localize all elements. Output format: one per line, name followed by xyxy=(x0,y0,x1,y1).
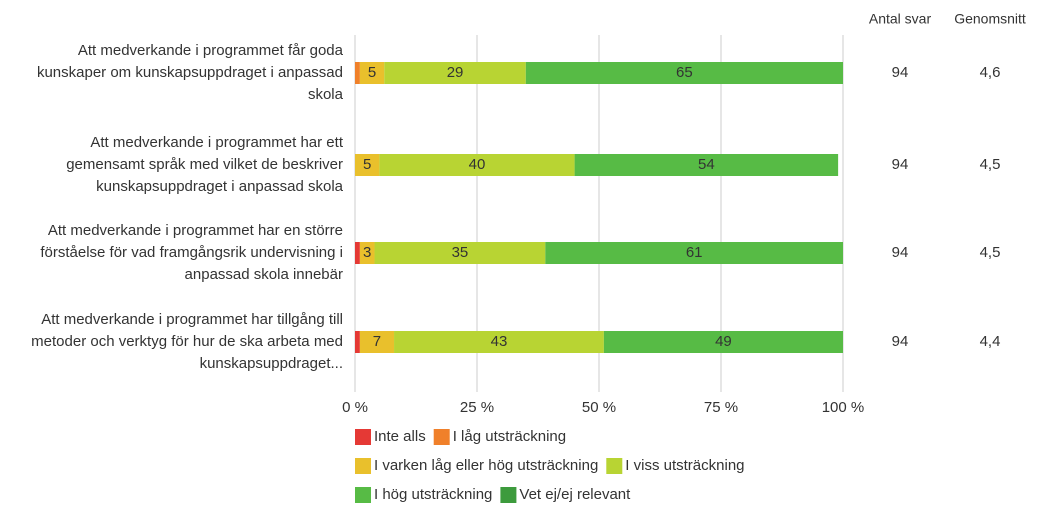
category-label: Att medverkande i programmet har ett geme… xyxy=(66,134,344,195)
value-label: 7 xyxy=(373,333,381,350)
value-label: 61 xyxy=(686,244,703,261)
x-tick-label: 25 % xyxy=(460,399,494,416)
category-label: Att medverkande i programmet har en stör… xyxy=(40,222,343,283)
column-header: Antal svar xyxy=(869,11,932,27)
bar-segment xyxy=(603,331,843,353)
x-tick-label: 50 % xyxy=(582,399,616,416)
value-label: 29 xyxy=(447,64,464,81)
legend-label: I viss utsträckning xyxy=(625,457,744,474)
value-label: 40 xyxy=(469,156,486,173)
x-tick-label: 0 % xyxy=(342,399,368,416)
column-value: 94 xyxy=(892,156,909,173)
legend-label: I varken låg eller hög utsträckning xyxy=(374,457,598,474)
value-label: 35 xyxy=(452,244,469,261)
legend-swatch xyxy=(355,458,371,474)
value-label: 65 xyxy=(676,64,693,81)
legend-swatch xyxy=(433,429,450,445)
bar-segment xyxy=(359,331,395,353)
bar-segment xyxy=(384,62,526,84)
legend-label: Inte alls xyxy=(374,428,426,445)
x-tick-label: 100 % xyxy=(822,399,865,416)
bar-segment xyxy=(525,62,843,84)
column-header: Genomsnitt xyxy=(954,11,1026,27)
value-label: 49 xyxy=(715,333,732,350)
legend-label: I låg utsträckning xyxy=(453,428,566,445)
bar-segment xyxy=(355,62,360,84)
column-value: 4,5 xyxy=(980,244,1001,261)
value-label: 43 xyxy=(491,333,508,350)
bar-segment xyxy=(545,242,843,264)
legend-swatch xyxy=(355,429,371,445)
column-value: 94 xyxy=(892,333,909,350)
value-label: 5 xyxy=(368,64,376,81)
column-value: 94 xyxy=(892,244,909,261)
bar-segment xyxy=(355,331,360,353)
value-label: 3 xyxy=(363,244,371,261)
column-value: 4,5 xyxy=(980,156,1001,173)
legend-swatch xyxy=(355,487,371,503)
bar-segment xyxy=(374,242,546,264)
bar-segment xyxy=(359,242,375,264)
bar-segment xyxy=(394,331,604,353)
legend-swatch xyxy=(500,487,517,503)
value-label: 54 xyxy=(698,156,715,173)
bar-segment xyxy=(379,154,575,176)
bar-segment xyxy=(574,154,839,176)
column-value: 4,6 xyxy=(980,64,1001,81)
bar-segment xyxy=(359,62,385,84)
category-label: Att medverkande i programmet har tillgån… xyxy=(31,311,343,372)
legend-swatch xyxy=(606,458,623,474)
legend-label: I hög utsträckning xyxy=(374,486,492,503)
bar-segment xyxy=(355,154,380,176)
bar-segment xyxy=(355,242,360,264)
legend-label: Vet ej/ej relevant xyxy=(519,486,631,503)
value-label: 5 xyxy=(363,156,371,173)
column-value: 4,4 xyxy=(980,333,1001,350)
category-label: Att medverkande i programmet får goda kun… xyxy=(37,42,344,103)
column-value: 94 xyxy=(892,64,909,81)
x-tick-label: 75 % xyxy=(704,399,738,416)
